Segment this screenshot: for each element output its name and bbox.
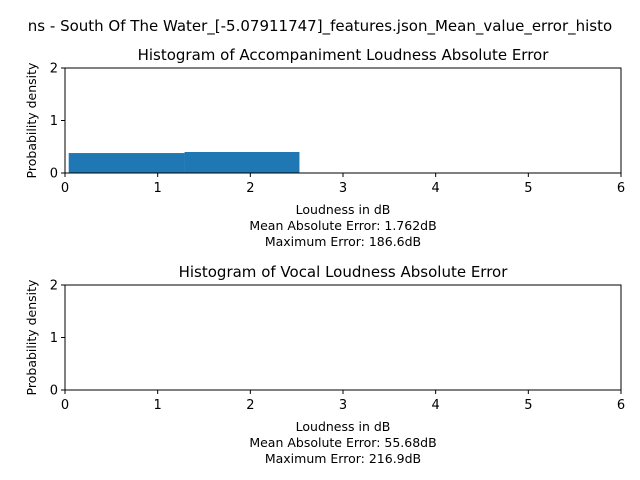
x-tick-label: 2	[246, 398, 254, 413]
x-tick-label: 5	[524, 181, 532, 196]
x-tick-label: 6	[617, 181, 625, 196]
y-tick-label: 0	[50, 167, 58, 182]
histogram-bars	[68, 152, 300, 173]
x-tick-label: 1	[154, 398, 162, 413]
y-tick-label: 2	[50, 279, 58, 294]
x-tick-label: 3	[339, 398, 347, 413]
y-tick-label: 1	[50, 114, 58, 129]
histogram-bar	[184, 152, 300, 173]
y-tick-label: 2	[50, 62, 58, 77]
x-tick-label: 1	[154, 181, 162, 196]
axes-frame	[64, 284, 622, 391]
histogram-bar	[68, 153, 185, 173]
x-axis-label: Loudness in dB	[296, 202, 391, 217]
maximum-error-label: Maximum Error: 186.6dB	[265, 234, 421, 249]
x-tick-label: 5	[524, 398, 532, 413]
x-tick-label: 3	[339, 181, 347, 196]
maximum-error-label: Maximum Error: 216.9dB	[265, 451, 421, 466]
y-axis-label: Probability density	[24, 62, 39, 178]
y-tick-label: 0	[50, 384, 58, 399]
mean-absolute-error-label: Mean Absolute Error: 55.68dB	[249, 435, 436, 450]
chart-title: Histogram of Accompaniment Loudness Abso…	[138, 46, 550, 64]
chart-title: Histogram of Vocal Loudness Absolute Err…	[179, 263, 509, 281]
y-axis-label: Probability density	[24, 279, 39, 395]
mean-absolute-error-label: Mean Absolute Error: 1.762dB	[249, 218, 436, 233]
figure-suptitle: ns - South Of The Water_[-5.07911747]_fe…	[28, 17, 612, 36]
histogram-panel-2: Histogram of Vocal Loudness Absolute Err…	[24, 263, 625, 466]
x-axis-label: Loudness in dB	[296, 419, 391, 434]
x-tick-label: 0	[61, 181, 69, 196]
x-tick-label: 2	[246, 181, 254, 196]
x-tick-label: 4	[432, 398, 440, 413]
y-tick-label: 1	[50, 331, 58, 346]
subplots: Histogram of Accompaniment Loudness Abso…	[24, 46, 625, 466]
x-tick-label: 6	[617, 398, 625, 413]
histogram-panel-1: Histogram of Accompaniment Loudness Abso…	[24, 46, 625, 249]
x-tick-label: 0	[61, 398, 69, 413]
x-tick-label: 4	[432, 181, 440, 196]
